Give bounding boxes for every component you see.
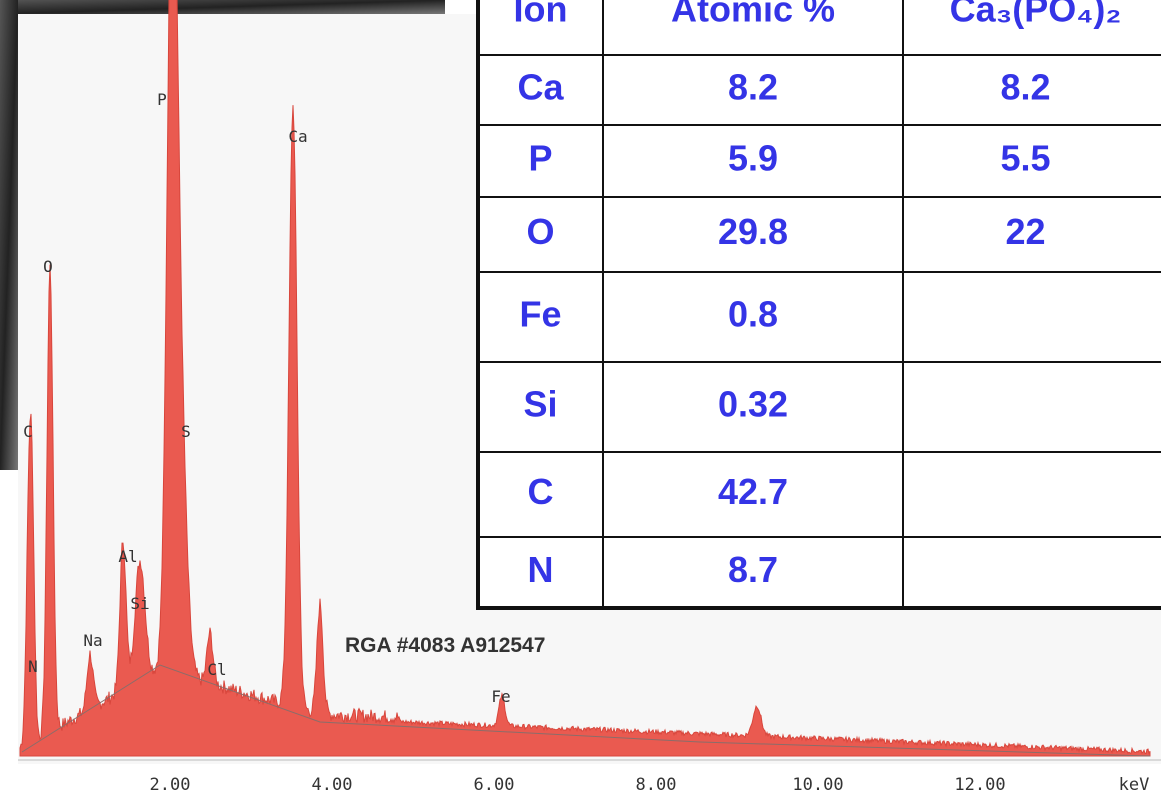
peak-label: Cl <box>207 660 226 679</box>
table-cell: 42.7 <box>718 471 788 512</box>
table-cell: 0.8 <box>728 294 778 335</box>
table-cell: 22 <box>1005 211 1045 252</box>
x-tick-label: 8.00 <box>636 775 677 795</box>
table-cell: 29.8 <box>718 211 788 252</box>
table-frame <box>476 0 1161 610</box>
peak-label: Al <box>118 547 137 566</box>
x-tick-label: 6.00 <box>474 775 515 795</box>
x-tick-label: 12.00 <box>954 775 1005 795</box>
table-cell: O <box>526 211 554 252</box>
table-cell: 8.7 <box>728 549 778 590</box>
table-cell: 8.2 <box>1000 67 1050 108</box>
sample-label: RGA #4083 A912547 <box>345 634 545 657</box>
table-cell: 5.5 <box>1000 138 1050 179</box>
table: Ion Atomic % Ca₃(PO₄)₂ Ca 8.2 8.2 P 5.9 5.5 O 29.8… <box>476 0 1161 610</box>
peak-label: S <box>181 422 191 441</box>
peak-label: Si <box>130 594 149 613</box>
table-header: Ca₃(PO₄)₂ <box>950 0 1122 30</box>
table-cell: 0.32 <box>718 384 788 425</box>
peak-label: O <box>43 257 53 276</box>
peak-label: P <box>157 90 167 109</box>
x-tick-label: 2.00 <box>150 775 191 795</box>
x-tick-label: 10.00 <box>792 775 843 795</box>
micrograph <box>0 0 445 14</box>
table-header: Atomic % <box>671 0 835 30</box>
peak-label: Na <box>83 631 102 650</box>
table-header: Ion <box>514 0 568 30</box>
table-cell: N <box>528 549 554 590</box>
peak-label: C <box>23 422 33 441</box>
background-fit <box>21 664 1151 757</box>
x-unit: keV <box>1119 775 1150 795</box>
table-cell: 8.2 <box>728 67 778 108</box>
table-cell: P <box>528 138 552 179</box>
table-cell: Ca <box>517 67 564 108</box>
table-cell: Fe <box>519 294 561 335</box>
table-cell: C <box>528 471 554 512</box>
spectrum <box>19 0 1151 757</box>
table-cell: Si <box>523 384 557 425</box>
table-cell: 5.9 <box>728 138 778 179</box>
peak-label: Fe <box>491 687 510 706</box>
peak-label: Ca <box>288 127 307 146</box>
x-tick-label: 4.00 <box>312 775 353 795</box>
peak-label: N <box>28 657 38 676</box>
micrograph <box>0 0 18 470</box>
